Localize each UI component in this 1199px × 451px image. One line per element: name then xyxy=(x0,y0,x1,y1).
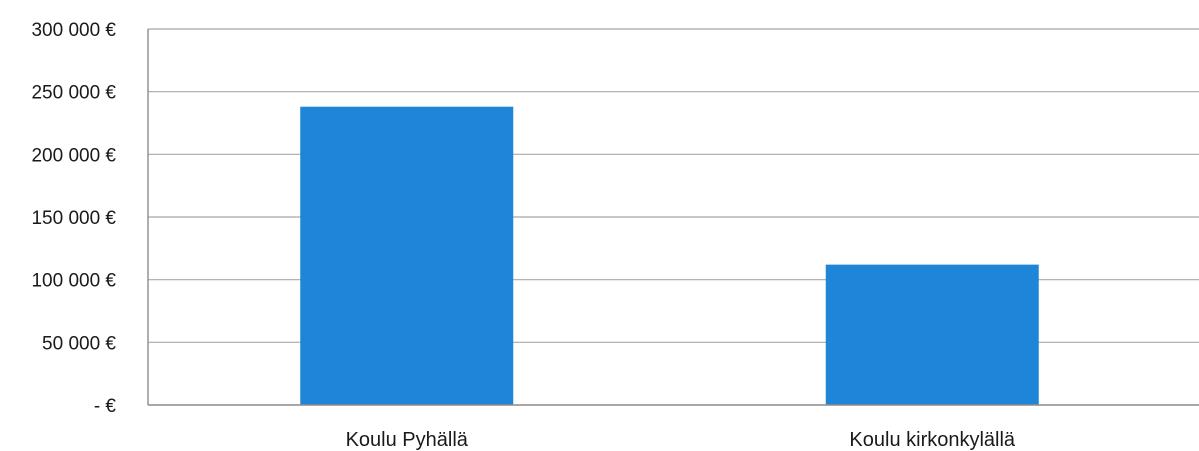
bar-2 xyxy=(825,264,1039,405)
x-category-label: Koulu Pyhällä xyxy=(346,429,469,451)
y-tick-label: 250 000 € xyxy=(31,83,116,104)
y-axis-tick-labels: - € 50 000 € 100 000 € 150 000 € 200 000 € 25… xyxy=(31,20,116,417)
x-category-label: Koulu kirkonkylällä xyxy=(849,429,1016,451)
y-tick-label: 200 000 € xyxy=(31,145,116,166)
bars xyxy=(300,106,1039,405)
x-axis-category-labels: Koulu Pyhällä Koulu kirkonkylällä xyxy=(346,429,1016,451)
y-tick-label: 100 000 € xyxy=(31,271,116,292)
bar-1 xyxy=(300,106,514,405)
y-tick-label: 300 000 € xyxy=(31,20,116,41)
y-tick-label: 150 000 € xyxy=(31,208,116,229)
y-tick-label: - € xyxy=(94,396,117,417)
y-tick-label: 50 000 € xyxy=(42,333,116,354)
